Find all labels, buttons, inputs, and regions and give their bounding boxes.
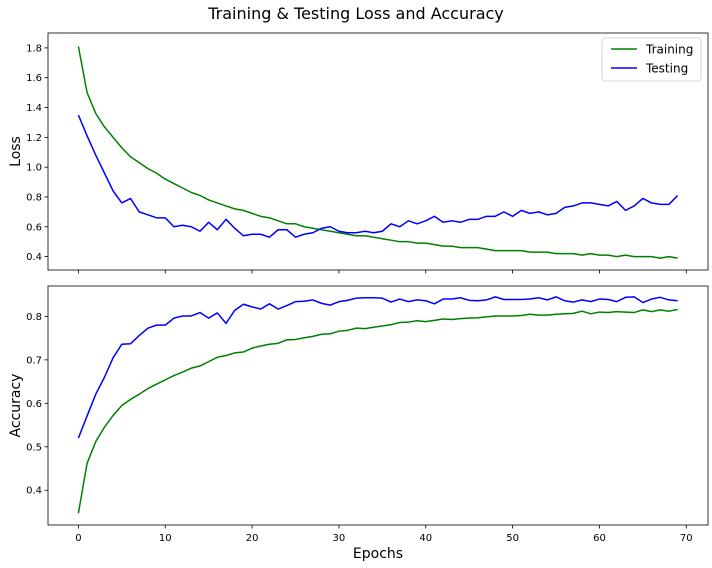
accuracy-xtick-label: 20 <box>246 533 259 544</box>
accuracy-ytick-label: 0.6 <box>26 399 42 410</box>
accuracy-xtick-label: 50 <box>506 533 519 544</box>
loss-ylabel: Loss <box>8 136 24 167</box>
loss-ytick-label: 1.8 <box>26 43 42 54</box>
accuracy-panel: 0.4 0.5 0.6 0.7 0.8 0 10 20 30 40 50 60 70 Accuracy Ep… <box>8 285 709 562</box>
loss-ytick-label: 1.4 <box>26 103 42 114</box>
accuracy-series-training <box>77 308 678 514</box>
loss-ytick-label: 1.2 <box>26 133 42 144</box>
accuracy-xtick-label: 30 <box>333 533 346 544</box>
loss-series-training <box>77 46 678 259</box>
accuracy-ylabel: Accuracy <box>8 374 24 438</box>
legend-label-testing: Testing <box>645 62 688 76</box>
chart-legend: Training Testing <box>601 37 702 82</box>
loss-series-testing <box>77 114 679 238</box>
accuracy-axes-frame <box>47 285 709 526</box>
loss-panel: 0.4 0.6 0.8 1.0 1.2 1.4 1.6 1.8 Loss Training Test… <box>8 32 709 274</box>
accuracy-xtick-label: 60 <box>593 533 606 544</box>
accuracy-ytick-label: 0.7 <box>26 355 42 366</box>
loss-ytick-label: 1.0 <box>26 163 42 174</box>
chart-title: Training & Testing Loss and Accuracy <box>207 4 504 23</box>
loss-ytick-label: 0.8 <box>26 192 42 203</box>
accuracy-ytick-label: 0.8 <box>26 312 42 323</box>
accuracy-ytick-label: 0.4 <box>26 486 42 497</box>
accuracy-xtick-label: 10 <box>159 533 172 544</box>
accuracy-series-testing <box>77 296 678 439</box>
accuracy-xtick-label: 40 <box>419 533 432 544</box>
loss-axes-frame <box>47 32 709 271</box>
loss-ytick-label: 0.6 <box>26 222 42 233</box>
accuracy-xlabel: Epochs <box>353 546 403 562</box>
accuracy-ytick-label: 0.5 <box>26 442 42 453</box>
loss-ytick-label: 0.4 <box>26 252 42 263</box>
loss-ytick-label: 1.6 <box>26 73 42 84</box>
accuracy-xtick-label: 70 <box>680 533 693 544</box>
legend-label-training: Training <box>645 43 693 57</box>
accuracy-xtick-label: 0 <box>75 533 81 544</box>
